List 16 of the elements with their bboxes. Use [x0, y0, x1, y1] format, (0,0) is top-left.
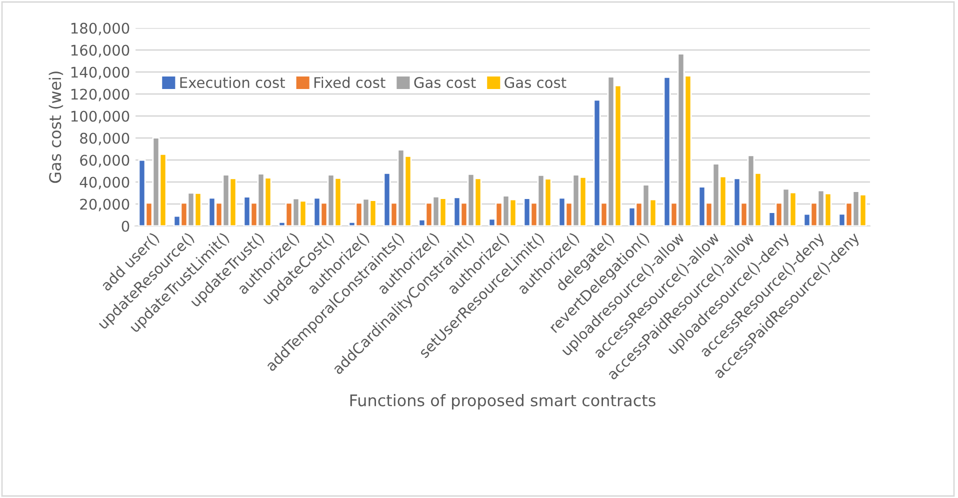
y-tick-label: 20,000 — [80, 198, 130, 212]
y-tick-label: 100,000 — [71, 110, 130, 124]
legend-label: Execution cost — [180, 76, 285, 88]
x-axis-title: Functions of proposed smart contracts — [350, 394, 656, 410]
y-tick-label: 40,000 — [80, 176, 130, 190]
y-tick-label: 60,000 — [80, 154, 130, 168]
y-tick-label: 0 — [122, 220, 130, 232]
legend-label: Gas cost — [504, 77, 566, 88]
y-tick-label: 120,000 — [71, 88, 130, 102]
y-tick-label: 140,000 — [71, 66, 130, 80]
legend-label: Gas cost — [414, 77, 476, 88]
legend-label: Fixed cost — [314, 76, 386, 88]
y-axis-title: Gas cost (wei) — [48, 72, 64, 183]
y-tick-label: 160,000 — [71, 44, 130, 58]
y-tick-label: 180,000 — [71, 22, 130, 36]
y-tick-label: 80,000 — [80, 132, 130, 146]
